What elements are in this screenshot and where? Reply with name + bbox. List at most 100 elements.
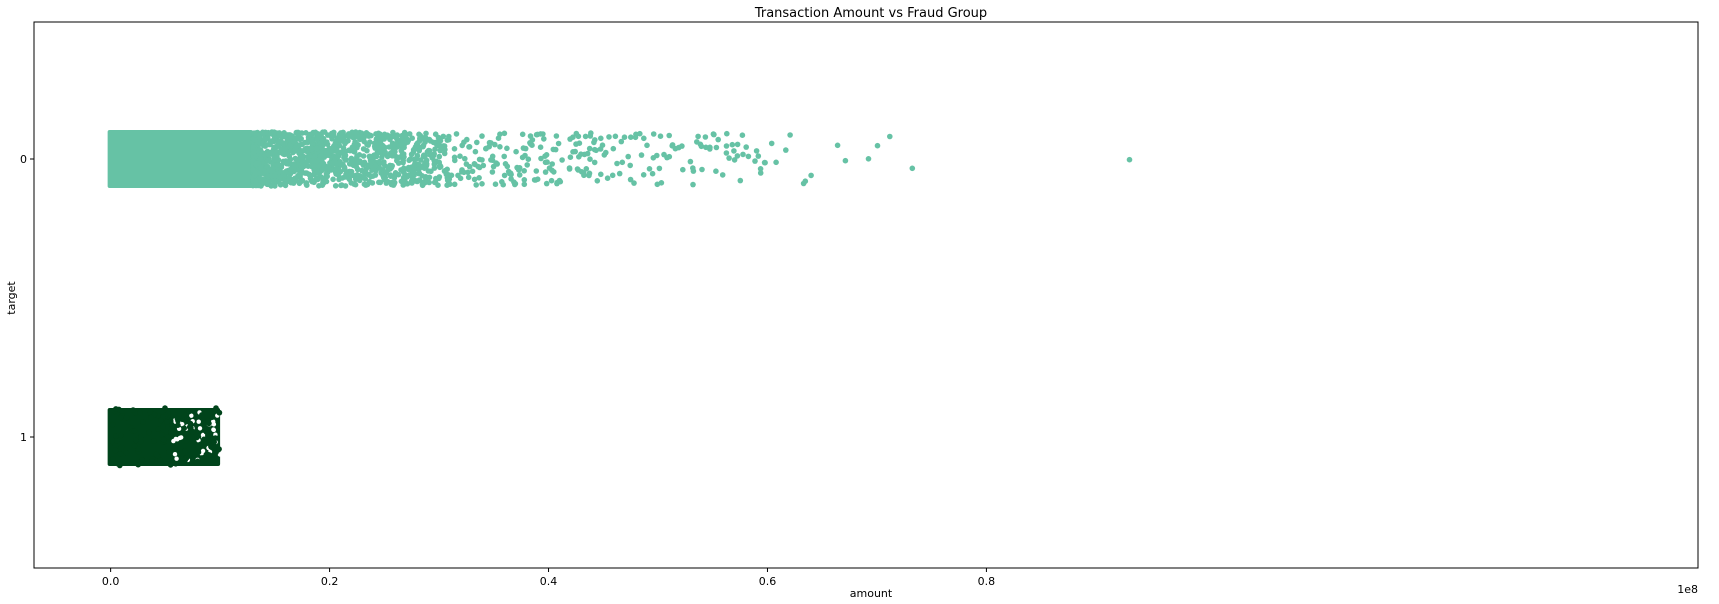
scatter-point — [430, 139, 437, 146]
scatter-point — [501, 172, 508, 179]
scatter-point — [161, 437, 167, 443]
scatter-point — [250, 144, 256, 150]
scatter-point — [162, 405, 168, 411]
scatter-point — [267, 138, 274, 145]
scatter-point — [190, 442, 196, 449]
x-axis-ticks: 0.0 0.2 0.4 0.6 0.8 — [102, 568, 995, 588]
scatter-point — [377, 138, 384, 144]
scatter-point — [389, 153, 396, 159]
scatter-point — [368, 159, 375, 166]
scatter-point — [755, 153, 762, 159]
scatter-point — [293, 177, 300, 184]
scatter-point — [436, 174, 443, 180]
scatter-point — [376, 158, 383, 165]
scatter-point — [451, 146, 458, 152]
scatter-point — [444, 166, 451, 173]
scatter-point — [312, 153, 318, 159]
band-gap — [172, 452, 178, 457]
scatter-point — [587, 156, 593, 162]
scatter-point — [365, 142, 372, 148]
scatter-point — [783, 147, 789, 153]
scatter-point — [384, 134, 391, 140]
scatter-point — [386, 144, 393, 150]
scatter-point — [288, 134, 295, 140]
scatter-point — [419, 182, 426, 189]
scatter-point — [532, 177, 539, 183]
scatter-point — [366, 153, 373, 160]
scatter-point — [603, 149, 609, 156]
scatter-point — [521, 177, 528, 183]
scatter-point — [395, 171, 402, 178]
scatter-point — [400, 153, 407, 160]
scatter-point — [308, 145, 315, 151]
scatter-point — [364, 147, 370, 154]
band-gap — [175, 437, 180, 442]
band-gap — [189, 413, 194, 418]
scatter-point — [349, 144, 356, 151]
scatter-point — [416, 147, 423, 154]
scatter-point — [418, 164, 425, 170]
scatter-point — [419, 173, 426, 179]
scatter-point — [351, 162, 358, 168]
scatter-point — [375, 130, 382, 137]
x-tick-label: 0.0 — [102, 575, 120, 588]
scatter-point — [773, 159, 779, 166]
scatter-point — [745, 153, 752, 160]
scatter-point — [315, 132, 322, 138]
scatter-point — [404, 139, 411, 145]
scatter-point — [343, 171, 349, 177]
y-axis-ticks: 01 — [20, 153, 34, 444]
scatter-point — [399, 142, 406, 148]
x-tick-label: 0.2 — [321, 575, 339, 588]
scatter-point — [123, 450, 130, 456]
scatter-point — [627, 162, 633, 169]
scatter-point — [271, 129, 278, 135]
scatter-point — [255, 139, 262, 145]
scatter-point — [469, 168, 476, 175]
scatter-point — [466, 163, 473, 170]
scatter-point — [584, 150, 591, 157]
scatter-point — [680, 166, 686, 173]
scatter-point — [713, 168, 719, 174]
scatter-point — [628, 134, 634, 140]
scatter-point — [339, 132, 346, 138]
scatter-point — [331, 129, 337, 136]
scatter-point — [724, 130, 730, 137]
scatter-point — [761, 159, 768, 166]
scatter-point — [627, 176, 634, 183]
scatter-point — [137, 409, 143, 416]
scatter-point — [123, 414, 130, 421]
scatter-point — [327, 160, 334, 166]
scatter-point — [303, 181, 310, 187]
band-gap — [197, 426, 203, 431]
scatter-point — [257, 170, 263, 176]
scatter-point — [360, 153, 367, 159]
scatter-point — [354, 166, 361, 173]
scatter-point — [409, 173, 415, 179]
scatter-point — [350, 172, 357, 179]
scatter-point — [199, 455, 205, 461]
scatter-point — [451, 181, 458, 188]
x-tick-label: 0.8 — [978, 575, 996, 588]
scatter-point — [379, 134, 386, 140]
x-tick-label: 0.6 — [759, 575, 777, 588]
scatter-point — [164, 419, 170, 425]
scatter-point — [426, 179, 433, 186]
scatter-point — [501, 130, 508, 137]
scatter-point — [575, 133, 582, 140]
scatter-point — [358, 160, 365, 166]
scatter-point — [610, 145, 617, 152]
scatter-point — [252, 170, 259, 177]
scatter-point — [153, 451, 160, 458]
scatter-point — [442, 146, 448, 153]
scatter-point — [654, 152, 660, 159]
scatter-point — [604, 175, 611, 181]
scatter-point — [543, 180, 550, 187]
scatter-point — [201, 436, 207, 443]
scatter-point — [186, 408, 192, 415]
scatter-point — [117, 451, 124, 457]
scatter-point — [409, 135, 416, 141]
scatter-point — [313, 176, 320, 182]
scatter-point — [372, 162, 379, 169]
scatter-point — [451, 154, 458, 161]
